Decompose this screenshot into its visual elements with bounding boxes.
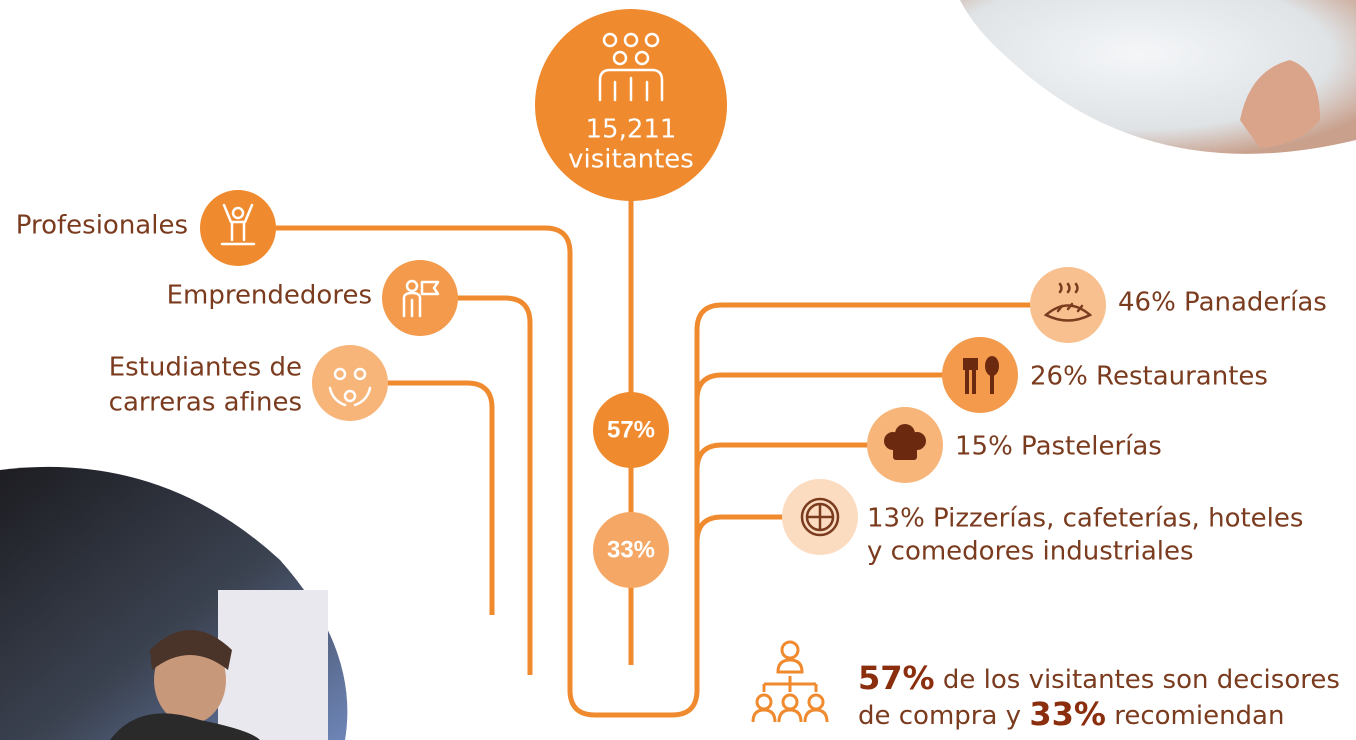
item-icon [942,337,1018,413]
infographic: 15,211 visitantes 57% 33% Profesionales … [0,0,1356,740]
photo-screen [218,590,328,740]
item-label: y comedores industriales [867,537,1194,567]
wire-estudiantes [370,383,492,615]
note-pct: 57% [858,659,935,697]
visitor-label: visitantes [568,145,694,175]
pct-label: 33% [607,536,655,563]
note-text: recomiendan [1114,701,1284,731]
pct-label: 57% [607,416,655,443]
item-label: 13% Pizzerías, cafeterías, hoteles [867,504,1303,534]
icon-pizza [802,499,838,535]
note-text: de compra y [858,701,1021,731]
page: {"center": {"count": "15,211", "label": … [0,0,1356,740]
item-label: Profesionales [16,211,188,241]
wire-restaurantes [697,375,960,400]
item-label: 26% Restaurantes [1030,362,1268,392]
note-line: de compra y 33% recomiendan [858,695,1284,733]
item-label: Emprendedores [167,281,372,311]
item-icon [312,345,388,421]
note-text: de los visitantes son decisores [943,665,1340,695]
wire-pastelerias [697,445,885,470]
note-line: 57% de los visitantes son decisores [858,659,1340,697]
item-label: Estudiantes de [109,353,302,383]
body: 15,211 visitantes 57% 33% Profesionales … [0,0,1356,740]
hierarchy-icon [753,642,827,722]
visitor-count: 15,211 [586,115,677,145]
note-pct: 33% [1029,695,1106,733]
wire-emprendedores [440,298,530,675]
item-icon [200,190,276,266]
item-label: 15% Pastelerías [955,432,1162,462]
item-label: 46% Panaderías [1118,288,1327,318]
item-label: carreras afines [109,388,302,418]
